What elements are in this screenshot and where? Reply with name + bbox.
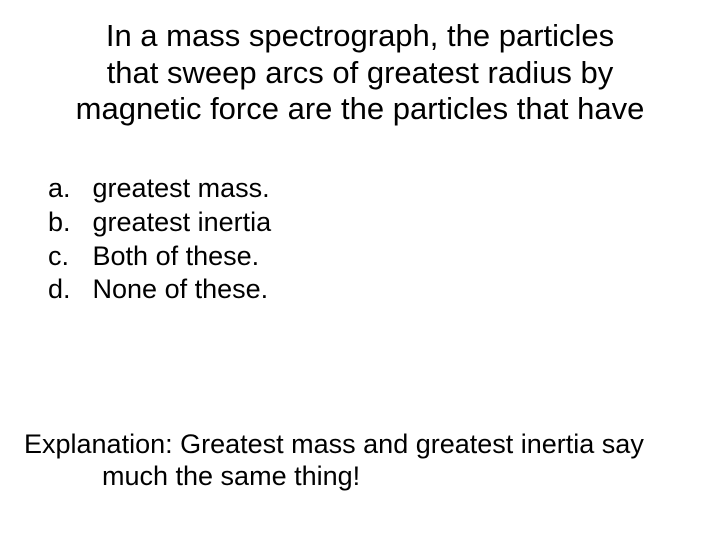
explanation-line-1: Explanation: Greatest mass and greatest … xyxy=(24,428,696,460)
options-list: a. greatest mass. b. greatest inertia c.… xyxy=(48,172,271,307)
option-text: greatest mass. xyxy=(93,172,272,206)
option-d: d. None of these. xyxy=(48,273,271,307)
option-text: None of these. xyxy=(93,273,272,307)
option-marker: d. xyxy=(48,273,93,307)
option-marker: c. xyxy=(48,240,93,274)
option-marker: b. xyxy=(48,206,93,240)
question-line-1: In a mass spectrograph, the particles xyxy=(106,18,614,53)
question-line-2: that sweep arcs of greatest radius by xyxy=(107,55,614,90)
explanation-line-2: much the same thing! xyxy=(24,460,696,492)
question-text: In a mass spectrograph, the particles th… xyxy=(20,18,700,128)
option-text: Both of these. xyxy=(93,240,272,274)
question-line-3: magnetic force are the particles that ha… xyxy=(76,91,645,126)
slide: In a mass spectrograph, the particles th… xyxy=(0,0,720,540)
option-marker: a. xyxy=(48,172,93,206)
explanation-text: Explanation: Greatest mass and greatest … xyxy=(24,428,696,493)
option-text: greatest inertia xyxy=(93,206,272,240)
option-a: a. greatest mass. xyxy=(48,172,271,206)
option-b: b. greatest inertia xyxy=(48,206,271,240)
option-c: c. Both of these. xyxy=(48,240,271,274)
